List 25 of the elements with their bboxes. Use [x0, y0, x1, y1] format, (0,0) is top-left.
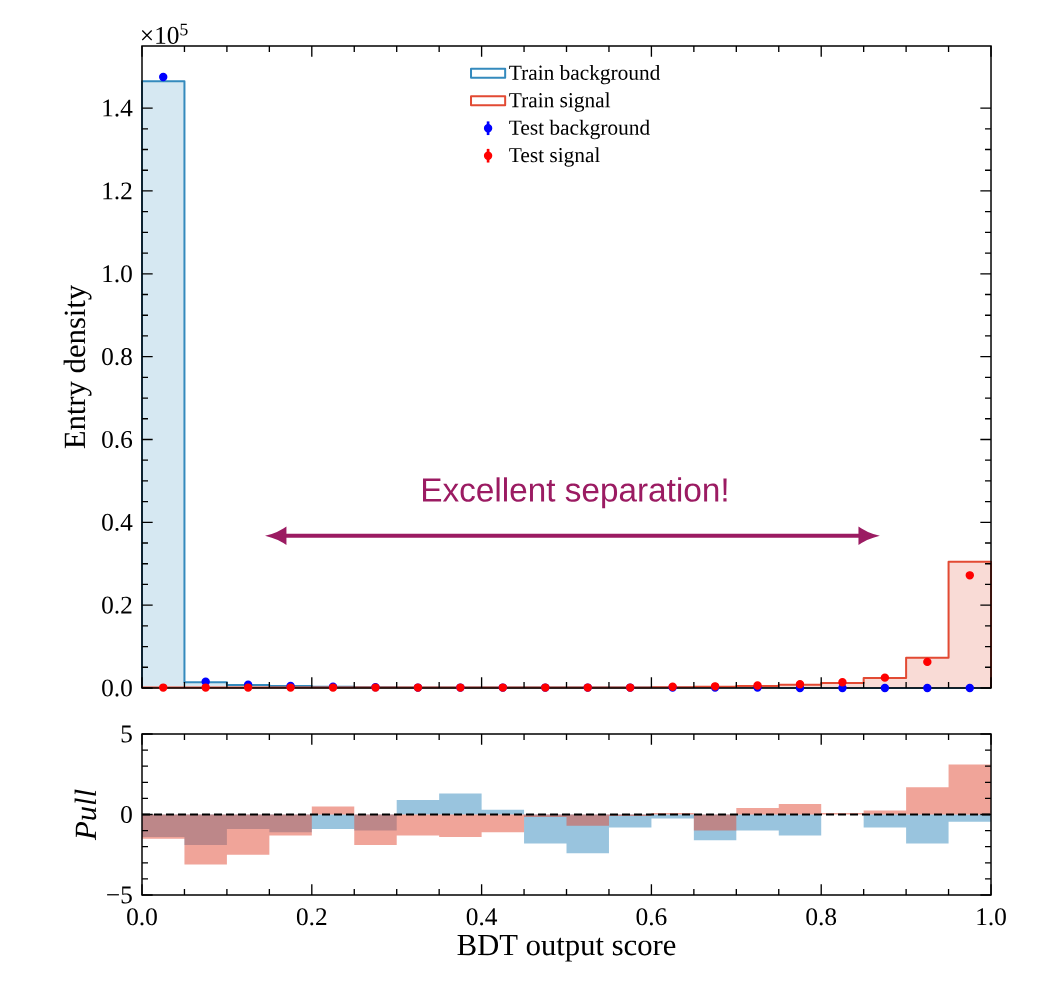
y-tick-label: 0.4 [102, 513, 133, 531]
y-tick-label: 0.8 [102, 348, 132, 366]
text: ×10$^{5}$ [141, 23, 188, 44]
legend-label: Test background [509, 119, 650, 140]
annotation: Excellent separation! [423, 477, 727, 509]
y-tick-label: 0.6 [102, 430, 133, 449]
x-axis-title: BDT output score [457, 934, 676, 962]
y-tick-label: −5 [107, 886, 132, 904]
y-axis-title: Pull [74, 789, 97, 841]
legend-label: Train background [509, 64, 661, 85]
legend-label: Train signal [509, 92, 611, 112]
y-tick-label: 0.0 [102, 679, 132, 697]
y-tick-label: 1.2 [103, 182, 132, 200]
y-tick-label: 1.0 [103, 265, 132, 283]
y-tick-label: 1.4 [103, 99, 133, 117]
y-tick-label: 5 [121, 725, 132, 743]
y-axis-title: Entry density [63, 284, 92, 449]
y-tick-label: 0.2 [102, 596, 132, 614]
y-tick-label: 0 [121, 805, 132, 824]
legend-label: Test signal [509, 147, 600, 167]
x-tick-label: 1.0 [977, 908, 1006, 926]
x-tick-label: 0.6 [636, 908, 667, 926]
x-tick-label: 0.2 [296, 908, 327, 926]
x-tick-label: 0.4 [466, 908, 498, 926]
x-tick-label: 0.8 [806, 908, 837, 926]
